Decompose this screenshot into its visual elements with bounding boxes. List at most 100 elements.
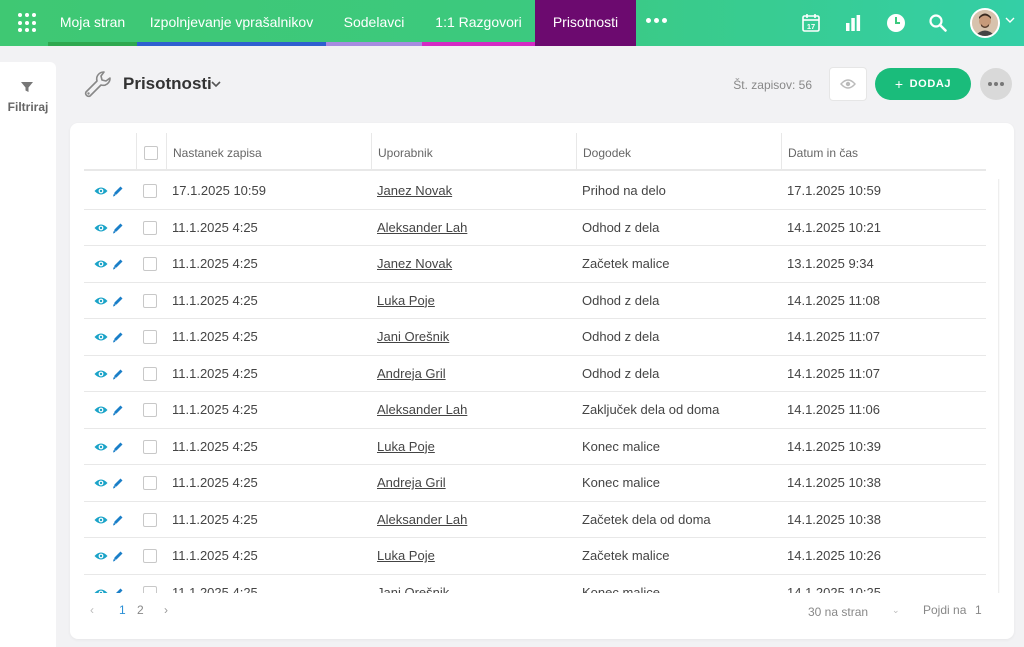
scrollbar-track[interactable]	[998, 179, 1000, 593]
user-link[interactable]: Luka Poje	[377, 292, 435, 308]
view-eye-icon[interactable]	[94, 514, 108, 526]
row-checkbox[interactable]	[143, 403, 157, 417]
statistics-icon[interactable]	[840, 10, 866, 36]
row-checkbox[interactable]	[143, 585, 157, 593]
edit-pencil-icon[interactable]	[112, 185, 124, 197]
view-eye-icon[interactable]	[94, 587, 108, 594]
created-cell: 11.1.2025 4:25	[172, 219, 258, 235]
apps-grid-icon[interactable]	[14, 10, 40, 36]
view-eye-icon[interactable]	[94, 404, 108, 416]
row-checkbox[interactable]	[143, 512, 157, 527]
title-chevron-down-icon[interactable]	[210, 78, 222, 90]
select-all-checkbox[interactable]	[144, 146, 158, 160]
filter-sidebar[interactable]: Filtriraj	[0, 62, 56, 647]
page-1-button[interactable]: 1	[119, 603, 126, 617]
tab-prisotnosti[interactable]: Prisotnosti	[535, 0, 636, 46]
chevron-down-icon[interactable]	[1005, 16, 1015, 27]
tab-underline	[48, 42, 137, 46]
datetime-cell: 14.1.2025 10:21	[787, 219, 881, 235]
more-options-button[interactable]	[980, 68, 1012, 100]
user-link[interactable]: Janez Novak	[377, 256, 453, 271]
user-link[interactable]: Aleksander Lah	[377, 511, 468, 527]
row-checkbox[interactable]	[143, 184, 157, 198]
user-link[interactable]: Andreja Gril	[377, 475, 446, 490]
user-link[interactable]: Jani Orešnik	[377, 329, 450, 344]
tab-label: Izpolnjevanje vprašalnikov	[149, 14, 314, 30]
edit-pencil-icon[interactable]	[112, 258, 124, 270]
datetime-cell: 14.1.2025 11:06	[787, 402, 881, 417]
eye-icon	[840, 79, 856, 89]
datetime-cell: 14.1.2025 10:25	[787, 584, 881, 594]
edit-pencil-icon[interactable]	[112, 404, 124, 416]
tab-underline	[422, 42, 535, 46]
edit-pencil-icon[interactable]	[112, 514, 124, 526]
user-link[interactable]: Luka Poje	[377, 438, 435, 454]
column-header-user[interactable]: Uporabnik	[371, 133, 576, 171]
row-checkbox[interactable]	[143, 476, 157, 490]
tab-sodelavci[interactable]: Sodelavci	[326, 0, 422, 46]
edit-pencil-icon[interactable]	[112, 441, 124, 453]
row-checkbox[interactable]	[143, 330, 157, 344]
visibility-button[interactable]	[829, 67, 867, 101]
tab-underline	[326, 42, 422, 46]
datetime-cell: 17.1.2025 10:59	[787, 183, 881, 198]
datetime-cell: 14.1.2025 10:38	[787, 511, 881, 527]
edit-pencil-icon[interactable]	[112, 295, 124, 307]
view-eye-icon[interactable]	[94, 222, 108, 234]
row-checkbox[interactable]	[143, 439, 157, 454]
next-page-button[interactable]: ›	[164, 603, 168, 617]
edit-pencil-icon[interactable]	[112, 550, 124, 562]
column-header-event[interactable]: Dogodek	[576, 133, 781, 171]
view-eye-icon[interactable]	[94, 368, 108, 380]
search-icon[interactable]	[925, 10, 951, 36]
user-link[interactable]: Janez Novak	[377, 183, 453, 198]
chevron-down-icon[interactable]: ⌄	[892, 605, 900, 615]
view-eye-icon[interactable]	[94, 441, 108, 453]
view-eye-icon[interactable]	[94, 295, 108, 307]
user-link[interactable]: Luka Poje	[377, 548, 435, 563]
tab-moja-stran[interactable]: Moja stran	[48, 0, 137, 46]
table-row: 11.1.2025 4:25 Jani Orešnik Odhod z dela 14…	[84, 319, 986, 356]
row-checkbox[interactable]	[143, 220, 157, 235]
column-header-datetime[interactable]: Datum in čas	[781, 133, 986, 171]
prev-page-button[interactable]: ‹	[90, 603, 94, 617]
created-cell: 17.1.2025 10:59	[172, 183, 266, 198]
datetime-cell: 14.1.2025 10:39	[787, 438, 881, 454]
user-link[interactable]: Jani Orešnik	[377, 584, 450, 594]
tab-underline	[137, 42, 326, 46]
tab-izpolnjevanje-vprasalnikov[interactable]: Izpolnjevanje vprašalnikov	[137, 0, 326, 46]
user-link[interactable]: Aleksander Lah	[377, 219, 468, 235]
created-cell: 11.1.2025 4:25	[172, 548, 258, 563]
goto-page-input[interactable]: 1	[975, 603, 982, 617]
per-page-select[interactable]: 30 na stran	[808, 605, 869, 619]
user-link[interactable]: Andreja Gril	[377, 365, 446, 381]
edit-pencil-icon[interactable]	[112, 222, 124, 234]
edit-pencil-icon[interactable]	[112, 477, 124, 489]
created-cell: 11.1.2025 4:25	[172, 256, 258, 271]
filter-label: Filtriraj	[7, 100, 49, 114]
table-header: Nastanek zapisa Uporabnik Dogodek Datum …	[84, 133, 986, 171]
view-eye-icon[interactable]	[94, 331, 108, 343]
page-2-button[interactable]: 2	[137, 603, 144, 617]
clock-icon[interactable]	[883, 10, 909, 36]
row-checkbox[interactable]	[143, 549, 157, 563]
view-eye-icon[interactable]	[94, 550, 108, 562]
edit-pencil-icon[interactable]	[112, 368, 124, 380]
tab-label: Prisotnosti	[552, 14, 619, 30]
user-link[interactable]: Aleksander Lah	[377, 402, 468, 417]
edit-pencil-icon[interactable]	[112, 587, 124, 594]
edit-pencil-icon[interactable]	[112, 331, 124, 343]
view-eye-icon[interactable]	[94, 477, 108, 489]
column-header-created[interactable]: Nastanek zapisa	[166, 133, 371, 171]
view-eye-icon[interactable]	[94, 258, 108, 270]
row-checkbox[interactable]	[143, 257, 157, 271]
row-checkbox[interactable]	[143, 293, 157, 308]
table-row: 11.1.2025 4:25 Andreja Gril Konec malice 14…	[84, 465, 986, 502]
more-tabs-icon[interactable]	[646, 18, 667, 23]
row-checkbox[interactable]	[143, 366, 157, 381]
tab-razgovori[interactable]: 1:1 Razgovori	[422, 0, 535, 46]
view-eye-icon[interactable]	[94, 185, 108, 197]
calendar-icon[interactable]: 17	[798, 10, 824, 36]
user-avatar[interactable]	[970, 8, 1000, 38]
add-button[interactable]: + DODAJ	[875, 68, 971, 100]
